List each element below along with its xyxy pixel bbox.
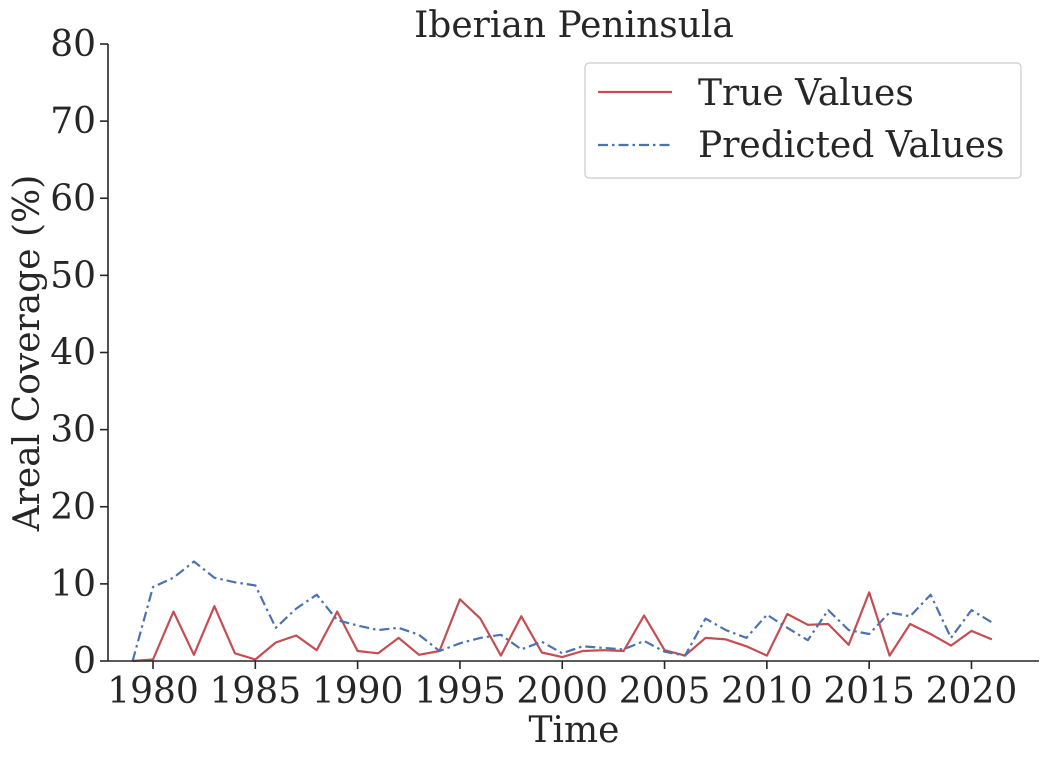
legend: True Values Predicted Values — [584, 62, 1022, 179]
series-lines — [131, 560, 993, 663]
series-line-predicted-values — [131, 560, 993, 662]
x-tick-label: 1980 — [107, 671, 199, 712]
chart-title: Iberian Peninsula — [414, 5, 734, 46]
x-tick-label: 1995 — [414, 671, 506, 712]
y-tick-label: 70 — [50, 101, 96, 142]
legend-label-predicted-values: Predicted Values — [698, 125, 1004, 166]
x-tick-label: 2020 — [926, 671, 1018, 712]
x-tick-label: 2010 — [721, 671, 813, 712]
y-tick-label: 60 — [50, 178, 96, 219]
y-axis-label: Areal Coverage (%) — [7, 175, 48, 533]
x-tick-label: 2015 — [823, 671, 915, 712]
y-tick-label: 10 — [50, 564, 96, 605]
x-axis-ticks: 1980 1985 1990 1995 2000 2005 2010 2015 2020 — [107, 661, 1017, 712]
x-tick-label: 2000 — [516, 671, 608, 712]
x-tick-label: 2005 — [619, 671, 711, 712]
x-tick-label: 1985 — [210, 671, 302, 712]
y-tick-label: 30 — [50, 410, 96, 451]
series-line-true-values — [132, 591, 993, 663]
y-tick-label: 50 — [50, 255, 96, 296]
y-tick-label: 40 — [50, 333, 96, 374]
legend-label-true-values: True Values — [698, 73, 914, 114]
legend-frame — [584, 62, 1022, 179]
y-tick-label: 80 — [50, 24, 96, 65]
x-axis-label: Time — [529, 710, 620, 751]
y-tick-label: 20 — [50, 487, 96, 528]
x-tick-label: 1990 — [312, 671, 404, 712]
y-axis-ticks: 0 10 20 30 40 50 60 70 80 — [50, 24, 108, 682]
y-tick-label: 0 — [73, 641, 96, 682]
